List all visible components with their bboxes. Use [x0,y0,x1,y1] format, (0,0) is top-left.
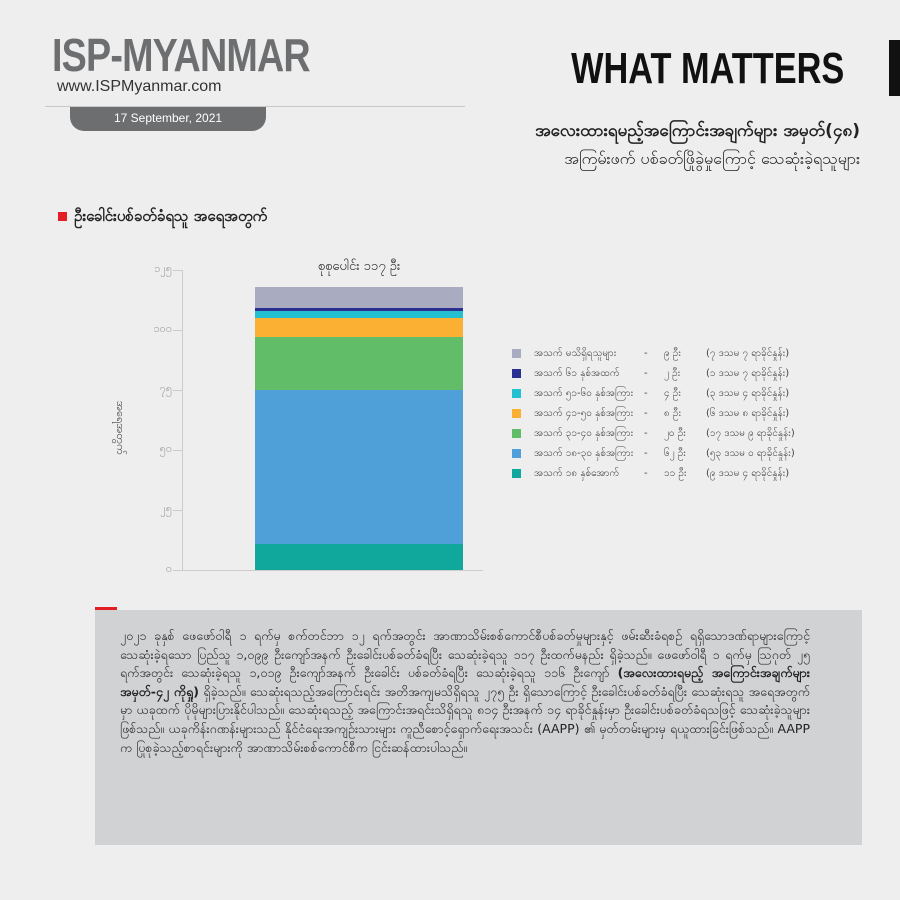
legend-item: အသက် ၅၁-၆၀ နှစ်အကြား - ၄ ဦး (၃ ဒသမ ၄ ရာခိုင… [512,383,795,403]
legend-item: အသက် မသိရှိရသူများ - ၉ ဦး (၇ ဒသမ ၇ ရာခိုင်န… [512,343,795,363]
page-title: အလေးထားရမည့်အကြောင်းအချက်များ အမှတ်(၄၈) [535,121,860,141]
legend-swatch [512,448,521,458]
y-tick-mark [173,450,183,451]
legend-label: အသက် ၄၁-၅၀ နှစ်အကြား [534,407,634,419]
legend-percent: (၃ ဒသမ ၄ ရာခိုင်နှုန်း) [706,387,790,399]
y-tick-mark [173,270,183,271]
legend-count: ၉ ဦး [664,347,681,359]
y-tick-mark [173,330,183,331]
chart-title-total: စုစုပေါင်း ၁၁၇ ဦး [317,259,401,274]
legend: အသက် မသိရှိရသူများ - ၉ ဦး (၇ ဒသမ ၇ ရာခိုင်န… [512,343,795,483]
legend-count: ၄ ဦး [664,387,681,399]
section-heading: ဦးခေါင်းပစ်ခတ်ခံရသူ အရေအတွက် [58,207,267,229]
red-square-icon [58,212,67,221]
legend-dash: - [644,427,648,439]
legend-item: အသက် ၃၁-၄၀ နှစ်အကြား - ၂၀ ဦး (၁၇ ဒသမ ၉ ရာခိ… [512,423,795,443]
brand-logo: ISP-MYANMAR [52,29,311,81]
legend-label: အသက် မသိရှိရသူများ [534,347,617,359]
legend-item: အသက် ၁၈ နှစ်အောက် - ၁၁ ဦး (၉ ဒသမ ၄ ရာခိုင်န… [512,463,795,483]
legend-count: ၂ ဦး [664,367,681,379]
y-tick-label: ၀ [165,562,172,575]
legend-percent: (၁၇ ဒသမ ၉ ရာခိုင်နှုန်း) [706,427,795,439]
legend-swatch [512,388,521,398]
body-text-bold: (အလေးထားရမည့် အကြောင်းအချက်များ အမှတ်-၄၂… [120,665,810,699]
legend-dash: - [644,467,648,479]
legend-percent: (၆ ဒသမ ၈ ရာခိုင်နှုန်း) [706,407,790,419]
y-tick-label: ၁၂၅ [154,262,172,275]
y-axis-line [182,270,183,570]
decorative-bar [889,40,900,96]
text-box [95,610,862,845]
legend-count: ၂၀ ဦး [664,427,686,439]
legend-label: အသက် ၁၈-၃၀ နှစ်အကြား [534,447,634,459]
legend-percent: (၅၃ ဒသမ ၀ ရာခိုင်နှုန်း) [706,447,795,459]
body-paragraph: ၂၀၂၁ ခုနှစ် ဖေဖော်ဝါရီ ၁ ရက်မှ စက်တင်ဘာ … [120,627,810,757]
bar-segment [255,310,463,318]
bar-segment [255,543,463,570]
accent-line [95,607,117,610]
header-divider [45,106,465,107]
series-title: WHAT MATTERS [570,44,844,93]
body-text-after: ရှိခဲ့သည်။ သေဆုံးရသည့်အကြောင်းရင်း အတိအက… [120,683,810,755]
bar-segment [255,337,463,390]
legend-item: အသက် ၄၁-၅၀ နှစ်အကြား - ၈ ဦး (၆ ဒသမ ၈ ရာခိုင… [512,403,795,423]
page-subtitle: အကြမ်းဖက် ပစ်ခတ်ဖြိုခွဲမှုကြောင့် သေဆုံး… [564,149,860,168]
y-tick-mark [173,510,183,511]
legend-label: အသက် ၁၈ နှစ်အောက် [534,467,620,479]
y-tick-label: ၁၀၀ [153,322,172,335]
website-url: www.ISPMyanmar.com [57,78,222,95]
legend-dash: - [644,367,648,379]
legend-swatch [512,408,521,418]
legend-percent: (၇ ဒသမ ၇ ရာခိုင်နှုန်း) [706,347,790,359]
legend-label: အသက် ၆၁ နှစ်အထက် [534,367,620,379]
legend-swatch [512,368,521,378]
y-tick-mark [173,570,183,571]
bar-segment [255,318,463,338]
x-axis-line [173,570,483,571]
legend-count: ၁၁ ဦး [664,467,687,479]
y-tick-mark [173,390,183,391]
legend-label: အသက် ၃၁-၄၀ နှစ်အကြား [534,427,634,439]
legend-item: အသက် ၁၈-၃၀ နှစ်အကြား - ၆၂ ဦး (၅၃ ဒသမ ၀ ရာခိ… [512,443,795,463]
legend-swatch [512,468,521,478]
y-tick-label: ၇၅ [159,382,172,395]
bar-segment [255,390,463,544]
legend-dash: - [644,407,648,419]
legend-count: ၈ ဦး [664,407,681,419]
legend-dash: - [644,387,648,399]
y-tick-label: ၂၅ [160,502,172,515]
bar-segment [255,308,463,311]
legend-label: အသက် ၅၁-၆၀ နှစ်အကြား [534,387,634,399]
legend-dash: - [644,347,648,359]
legend-percent: (၁ ဒသမ ၇ ရာခိုင်နှုန်း) [706,367,790,379]
legend-swatch [512,348,521,358]
legend-count: ၆၂ ဦး [664,447,686,459]
section-heading-text: ဦးခေါင်းပစ်ခတ်ခံရသူ အရေအတွက် [74,207,268,225]
y-tick-label: ၅၀ [159,442,172,455]
bar-segment [255,286,463,309]
date-badge: 17 September, 2021 [70,107,266,131]
legend-percent: (၉ ဒသမ ၄ ရာခိုင်နှုန်း) [706,467,790,479]
legend-dash: - [644,447,648,459]
legend-item: အသက် ၆၁ နှစ်အထက် - ၂ ဦး (၁ ဒသမ ၇ ရာခိုင်နှု… [512,363,795,383]
y-axis-label: အရေအတွက် [113,401,127,455]
legend-swatch [512,428,521,438]
body-text-before: ၂၀၂၁ ခုနှစ် ဖေဖော်ဝါရီ ၁ ရက်မှ စက်တင်ဘာ … [120,628,810,681]
